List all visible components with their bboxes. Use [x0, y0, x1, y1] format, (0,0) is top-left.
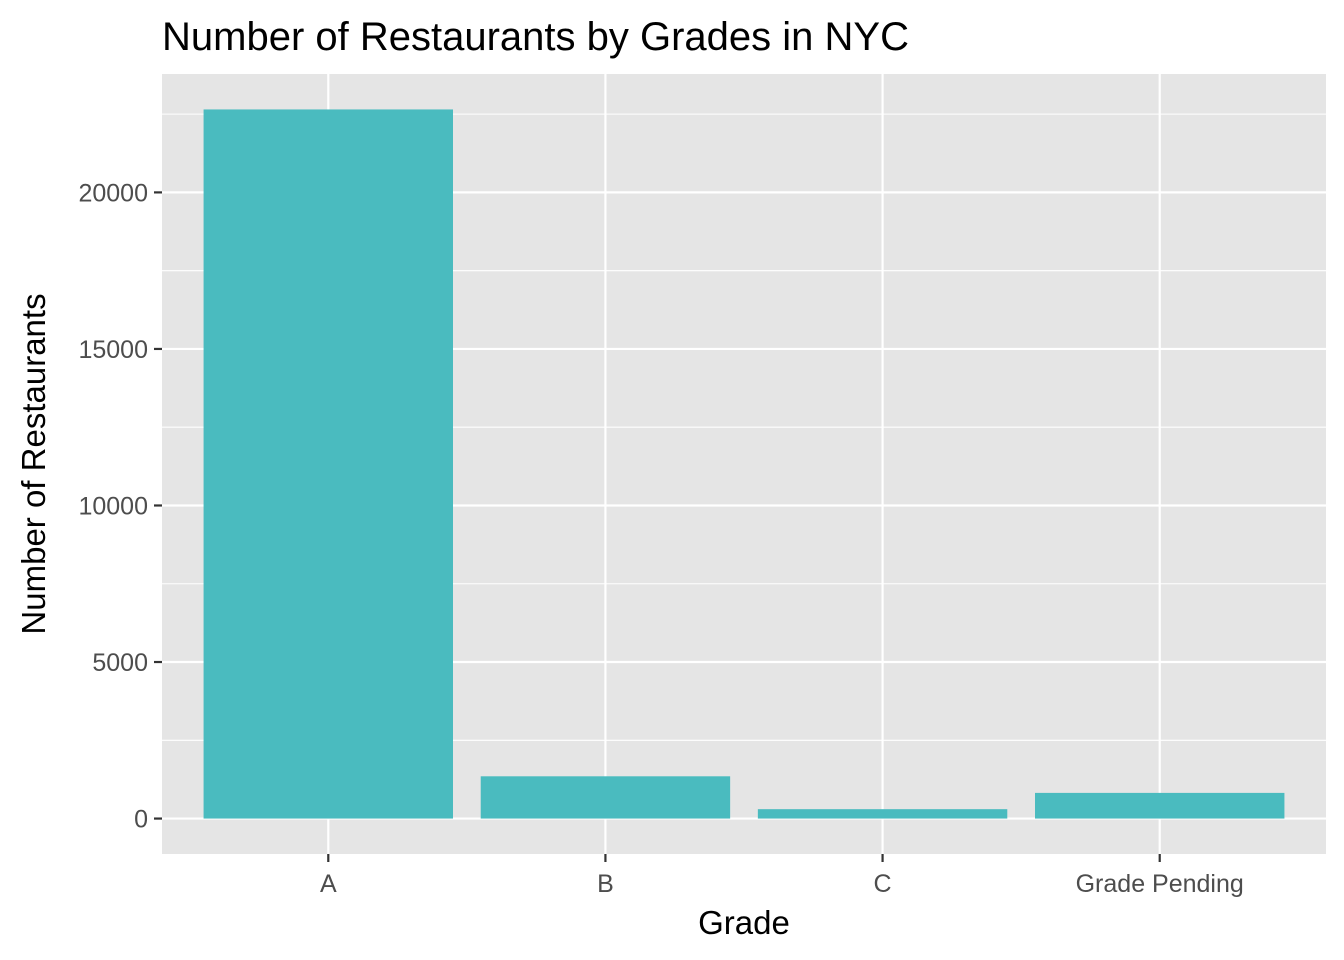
x-tick-label: A	[320, 870, 337, 898]
x-axis-ticks: A B C Grade Pending	[320, 854, 1244, 898]
bars	[203, 109, 1285, 819]
bar-c	[757, 809, 1008, 819]
y-tick-label: 20000	[78, 179, 148, 207]
y-tick-label: 5000	[92, 649, 148, 677]
x-tick-label: C	[874, 870, 892, 898]
chart-title: Number of Restaurants by Grades in NYC	[162, 15, 909, 59]
y-tick-label: 0	[134, 806, 148, 834]
y-axis-title: Number of Restaurants	[15, 293, 52, 634]
y-axis-ticks: 0 5000 10000 15000 20000	[78, 179, 162, 834]
bar-grade-pending	[1035, 792, 1285, 819]
x-axis-title: Grade	[698, 904, 790, 941]
y-tick-label: 10000	[78, 492, 148, 520]
bar-a	[203, 109, 453, 819]
x-tick-label: B	[597, 870, 614, 898]
bar-b	[480, 776, 731, 819]
x-tick-label: Grade Pending	[1076, 870, 1244, 898]
y-tick-label: 15000	[78, 336, 148, 364]
